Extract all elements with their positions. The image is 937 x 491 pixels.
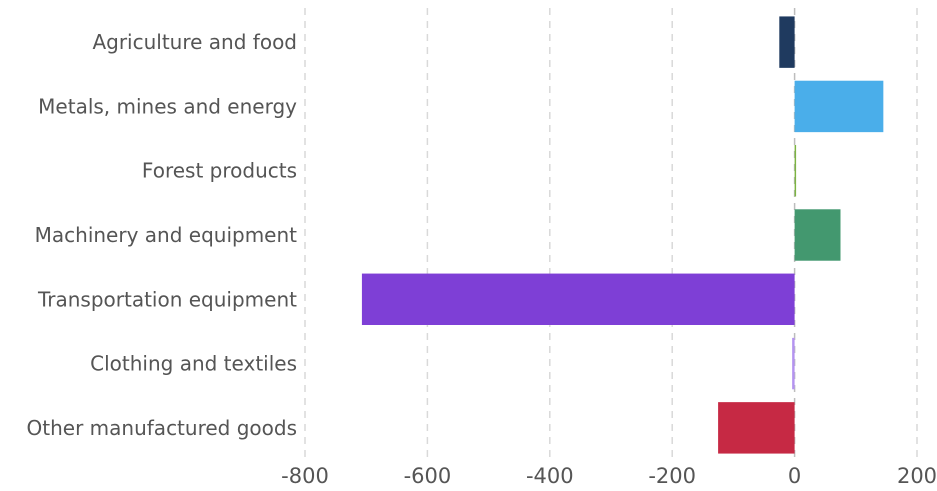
bar[interactable] — [718, 402, 795, 454]
x-axis-ticks: -800 -600 -400 -200 0 200 — [281, 464, 937, 488]
bar[interactable] — [794, 80, 884, 133]
x-tick-label: -200 — [648, 464, 696, 488]
category-label: Other manufactured goods — [27, 416, 297, 440]
x-tick-label: -600 — [404, 464, 452, 488]
category-labels: Agriculture and food Metals, mines and en… — [27, 30, 298, 440]
category-label: Agriculture and food — [92, 30, 297, 54]
bar[interactable] — [792, 337, 795, 390]
category-label: Forest products — [142, 159, 297, 183]
category-label: Clothing and textiles — [90, 352, 297, 376]
category-label: Machinery and equipment — [35, 223, 298, 247]
bar[interactable] — [794, 209, 841, 261]
bar[interactable] — [361, 273, 795, 325]
bar[interactable] — [794, 145, 797, 197]
category-label: Metals, mines and energy — [38, 94, 297, 118]
x-tick-label: 200 — [897, 464, 937, 488]
x-tick-label: -400 — [526, 464, 574, 488]
category-label: Transportation equipment — [37, 287, 297, 311]
x-tick-label: 0 — [788, 464, 801, 488]
bar[interactable] — [779, 16, 795, 68]
x-tick-label: -800 — [281, 464, 329, 488]
bars — [361, 16, 884, 454]
